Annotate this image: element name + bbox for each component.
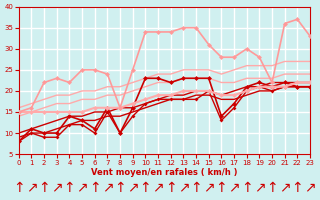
X-axis label: Vent moyen/en rafales ( km/h ): Vent moyen/en rafales ( km/h ) xyxy=(91,168,238,177)
